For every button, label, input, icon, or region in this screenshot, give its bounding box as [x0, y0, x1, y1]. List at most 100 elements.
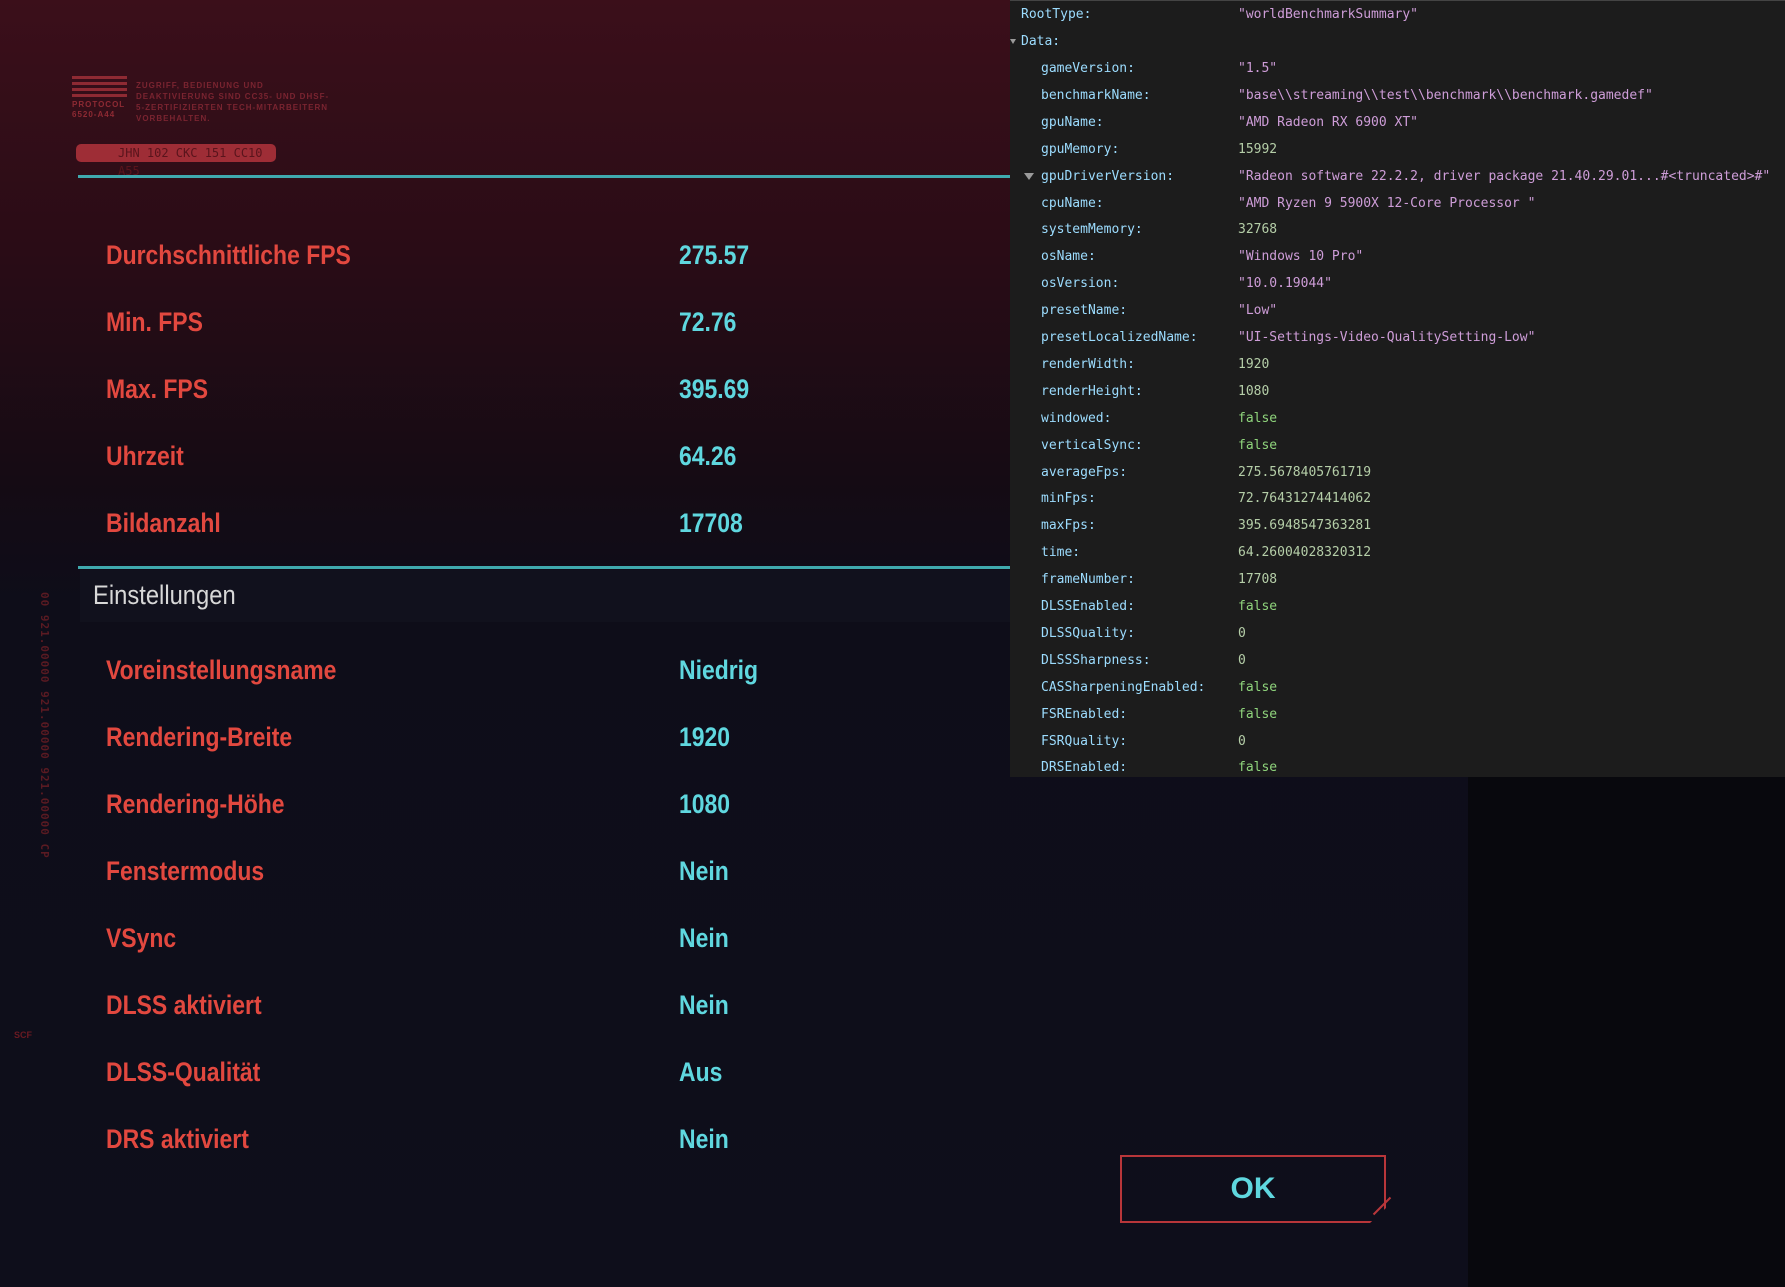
json-value: 1080	[1238, 383, 1270, 399]
json-row: CASSharpeningEnabled: false	[1010, 680, 1785, 702]
protocol-logo-icon	[72, 76, 127, 116]
json-value: 72.76431274414062	[1238, 491, 1372, 507]
json-key: averageFps:	[1041, 464, 1128, 480]
legal-notice: ZUGRIFF, BEDIENUNG UND DEAKTIVIERUNG SIN…	[136, 81, 330, 123]
collapse-triangle-icon[interactable]	[1010, 39, 1016, 44]
json-row: minFps: 72.76431274414062	[1010, 491, 1785, 513]
json-value: "Radeon software 22.2.2, driver package …	[1238, 168, 1771, 184]
stat-row: DRS aktiviert Nein	[106, 1124, 1006, 1164]
stat-value: Nein	[679, 1124, 729, 1154]
json-row: osVersion: "10.0.19044"	[1010, 276, 1785, 298]
stat-label: Rendering-Höhe	[106, 789, 285, 819]
json-key: DLSSSharpness:	[1041, 652, 1151, 668]
divider	[78, 175, 1010, 178]
json-row: renderHeight: 1080	[1010, 384, 1785, 406]
json-key: RootType:	[1021, 7, 1092, 22]
json-row: osName: "Windows 10 Pro"	[1010, 249, 1785, 271]
json-row: DLSSSharpness: 0	[1010, 653, 1785, 675]
stat-label: Fenstermodus	[106, 856, 265, 886]
stat-row: Durchschnittliche FPS 275.57	[106, 240, 1006, 280]
json-row: cpuName: "AMD Ryzen 9 5900X 12-Core Proce…	[1010, 196, 1785, 218]
ok-button[interactable]: OK	[1120, 1155, 1386, 1223]
stat-label: Durchschnittliche FPS	[106, 240, 351, 270]
stat-value: Nein	[679, 856, 729, 886]
json-key: FSRQuality:	[1041, 733, 1128, 749]
json-row: averageFps: 275.5678405761719	[1010, 465, 1785, 487]
json-row: FSRQuality: 0	[1010, 734, 1785, 756]
json-row: presetName: "Low"	[1010, 303, 1785, 325]
json-value: 0	[1238, 733, 1246, 749]
stat-label: Bildanzahl	[106, 508, 221, 538]
expand-triangle-icon[interactable]	[1024, 172, 1034, 180]
stat-value: 64.26	[679, 441, 737, 471]
json-value: false	[1238, 410, 1278, 426]
json-key: minFps:	[1041, 491, 1096, 507]
logo-text: PROTOCOL 6520-A44	[72, 100, 126, 119]
json-row: verticalSync: false	[1010, 438, 1785, 460]
stat-row: Voreinstellungsname Niedrig	[106, 655, 1006, 695]
json-row: gameVersion: "1.5"	[1010, 61, 1785, 83]
stat-value: 1920	[679, 722, 731, 752]
settings-header: Einstellungen	[80, 570, 1010, 622]
json-value: "1.5"	[1238, 61, 1278, 76]
json-key: Data:	[1021, 34, 1061, 49]
json-key: cpuName:	[1041, 195, 1104, 211]
json-key: osName:	[1041, 249, 1096, 265]
json-row: frameNumber: 17708	[1010, 572, 1785, 594]
json-value: "Low"	[1238, 303, 1278, 319]
stat-row: Rendering-Breite 1920	[106, 722, 1006, 762]
json-row: time: 64.26004028320312	[1010, 545, 1785, 567]
json-row: systemMemory: 32768	[1010, 222, 1785, 244]
json-value: 275.5678405761719	[1238, 464, 1372, 480]
json-value: "AMD Ryzen 9 5900X 12-Core Processor "	[1238, 195, 1536, 211]
json-value: 15992	[1238, 141, 1278, 157]
json-key: DLSSQuality:	[1041, 625, 1135, 641]
json-row: DLSSEnabled: false	[1010, 599, 1785, 621]
json-row: windowed: false	[1010, 411, 1785, 433]
json-row: maxFps: 395.6948547363281	[1010, 518, 1785, 540]
json-key: verticalSync:	[1041, 437, 1143, 453]
json-value: 0	[1238, 625, 1246, 641]
json-value: false	[1238, 679, 1278, 695]
json-row: gpuMemory: 15992	[1010, 142, 1785, 164]
json-value: false	[1238, 706, 1278, 722]
stat-value: 275.57	[679, 240, 750, 270]
json-row[interactable]: gpuDriverVersion: "Radeon software 22.2.2…	[1010, 169, 1785, 191]
stat-value: Niedrig	[679, 655, 759, 685]
json-key: DLSSEnabled:	[1041, 599, 1135, 614]
json-value: 1920	[1238, 356, 1270, 372]
json-key: benchmarkName:	[1041, 87, 1151, 103]
json-value: "AMD Radeon RX 6900 XT"	[1238, 114, 1419, 130]
json-value: "base\\streaming\\test\\benchmark\\bench…	[1238, 87, 1653, 103]
stat-value: Nein	[679, 990, 729, 1020]
stat-label: Uhrzeit	[106, 441, 184, 471]
stat-row: Max. FPS 395.69	[106, 374, 1006, 414]
json-key: frameNumber:	[1041, 572, 1135, 588]
json-key: systemMemory:	[1041, 222, 1143, 238]
stat-row: DLSS aktiviert Nein	[106, 990, 1006, 1030]
stat-value: 395.69	[679, 374, 750, 404]
json-value: 64.26004028320312	[1238, 545, 1372, 561]
background-panel	[1468, 777, 1785, 1287]
stat-label: DRS aktiviert	[106, 1124, 249, 1154]
stat-row: DLSS-Qualität Aus	[106, 1057, 1006, 1097]
json-key: FSREnabled:	[1041, 706, 1128, 722]
json-row: renderWidth: 1920	[1010, 357, 1785, 379]
json-value: false	[1238, 760, 1278, 776]
json-key: renderHeight:	[1041, 383, 1143, 399]
json-row-data[interactable]: Data:	[1010, 34, 1785, 56]
json-key: presetLocalizedName:	[1041, 330, 1198, 345]
stat-label: DLSS aktiviert	[106, 990, 262, 1020]
stat-value: Aus	[679, 1057, 723, 1087]
json-key: gpuName:	[1041, 114, 1104, 130]
stat-row: Fenstermodus Nein	[106, 856, 1006, 896]
json-value: false	[1238, 599, 1278, 614]
stat-value: 17708	[679, 508, 743, 538]
stat-row: Rendering-Höhe 1080	[106, 789, 1006, 829]
json-key: gameVersion:	[1041, 61, 1135, 76]
json-value: "worldBenchmarkSummary"	[1238, 7, 1419, 22]
side-small-text: SCF	[14, 1030, 32, 1040]
stat-label: Voreinstellungsname	[106, 655, 337, 685]
divider	[78, 566, 1010, 569]
json-key: windowed:	[1041, 410, 1112, 426]
